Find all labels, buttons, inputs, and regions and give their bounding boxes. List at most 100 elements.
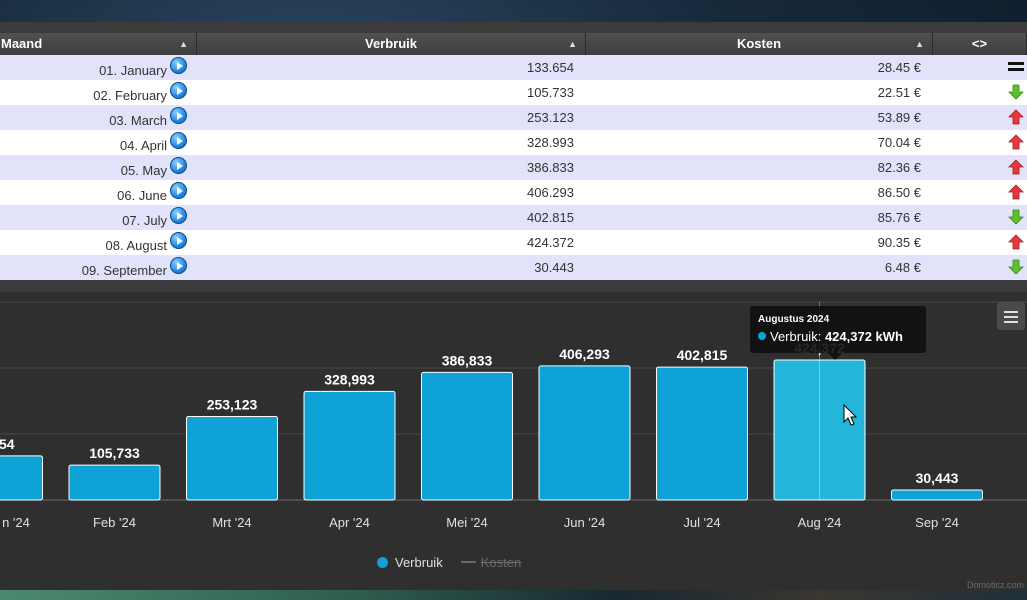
equal-icon [1008,62,1024,71]
month-cell: 03. March [0,105,197,130]
trend-cell [933,255,1027,280]
month-cell: 08. August [0,230,197,255]
tooltip-title: Augustus 2024 [758,314,830,325]
costs-cell: 28.45 € [877,60,921,75]
usage-cell: 386.833 [527,160,574,175]
usage-cell: 328.993 [527,135,574,150]
column-header-usage-label: Verbruik [364,36,418,51]
play-icon[interactable] [170,107,187,124]
chart-tooltip: Augustus 2024 Verbruik: 424,372 kWh [750,306,926,353]
legend-label-kosten: Kosten [480,554,522,570]
trend-cell [933,80,1027,105]
chart-menu-button[interactable] [997,302,1025,330]
trend-cell [933,155,1027,180]
tooltip-value: 424,372 kWh [824,329,903,344]
costs-cell: 85.76 € [877,210,921,225]
month-label: 06. June [117,188,167,203]
x-tick-label: Sep '24 [915,515,959,530]
table-row: 04. April 328.993 70.04 € [0,130,1027,155]
bar-0[interactable] [0,455,43,501]
chart-credits[interactable]: Domoticz.com [966,580,1024,590]
x-tick-label: Mrt '24 [212,515,251,530]
month-cell: 05. May [0,155,197,180]
table-row: 09. September 30.443 6.48 € [0,255,1027,280]
month-label: 07. July [122,213,167,228]
arrow-up-icon [1008,234,1024,250]
month-cell: 01. January [0,55,197,80]
bar-4[interactable] [421,371,513,501]
bar-6[interactable] [656,366,748,501]
table-row: 03. March 253.123 53.89 € [0,105,1027,130]
table-row: 06. June 406.293 86.50 € [0,180,1027,205]
month-label: 05. May [120,163,167,178]
sort-asc-icon: ▲ [179,39,188,49]
bar-8[interactable] [891,489,983,501]
data-label: 386,833 [442,352,493,368]
column-header-compare-label: <> [971,36,988,51]
costs-cell: 6.48 € [884,260,921,275]
costs-cell: 70.04 € [877,135,921,150]
hamburger-icon-line [1004,316,1018,318]
data-label: 328,993 [324,371,375,387]
legend-label-verbruik: Verbruik [395,554,443,570]
legend-item-verbruik[interactable]: Verbruik [377,555,443,570]
usage-cell: 133.654 [527,60,574,75]
usage-cell: 406.293 [527,185,574,200]
data-label: 406,293 [559,346,610,362]
month-label: 09. September [81,263,167,278]
month-label: 01. January [99,63,167,78]
mouse-cursor-icon [843,403,858,426]
bar-2[interactable] [186,415,278,501]
chart-legend: Verbruik Kosten [377,554,539,570]
play-icon[interactable] [170,207,187,224]
monthly-report-table: Maand ▲ Verbruik ▲ Kosten ▲ <> 01. Janua… [0,22,1027,292]
column-header-costs[interactable]: Kosten ▲ [586,33,933,55]
play-icon[interactable] [170,132,187,149]
month-label: 03. March [109,113,167,128]
data-label: 3,654 [0,436,15,452]
costs-cell: 22.51 € [877,85,921,100]
trend-cell [933,230,1027,255]
table-header: Maand ▲ Verbruik ▲ Kosten ▲ <> [0,33,1027,55]
month-cell: 04. April [0,130,197,155]
usage-cell: 402.815 [527,210,574,225]
background-image [0,590,1027,600]
tooltip-row: Verbruik: 424,372 kWh [758,329,903,344]
table-row: 07. July 402.815 85.76 € [0,205,1027,230]
arrow-up-icon [1008,134,1024,150]
usage-cell: 424.372 [527,235,574,250]
play-icon[interactable] [170,182,187,199]
costs-cell: 86.50 € [877,185,921,200]
bar-3[interactable] [303,390,396,501]
play-icon[interactable] [170,57,187,74]
table-row: 01. January 133.654 28.45 € [0,55,1027,80]
column-header-usage[interactable]: Verbruik ▲ [197,33,586,55]
data-label: 105,733 [89,445,140,461]
tooltip-series-name: Verbruik: [770,329,822,344]
usage-cell: 30.443 [534,260,574,275]
x-tick-label: Mei '24 [446,515,488,530]
month-cell: 07. July [0,205,197,230]
sort-icon: ▲ [568,39,577,49]
tooltip-pointer [828,353,842,360]
column-header-compare[interactable]: <> [933,33,1027,55]
column-header-costs-label: Kosten [736,36,782,51]
bar-7[interactable] [773,359,866,501]
legend-item-kosten[interactable]: Kosten [460,554,522,570]
bar-1[interactable] [68,464,161,501]
usage-cell: 105.733 [527,85,574,100]
arrow-up-icon [1008,159,1024,175]
play-icon[interactable] [170,232,187,249]
trend-cell [933,205,1027,230]
hamburger-icon-line [1004,321,1018,323]
bar-5[interactable] [538,365,631,501]
play-icon[interactable] [170,257,187,274]
data-label: 253,123 [207,396,258,412]
month-label: 08. August [105,238,167,253]
table-row: 05. May 386.833 82.36 € [0,155,1027,180]
column-header-month[interactable]: Maand ▲ [0,33,197,55]
play-icon[interactable] [170,157,187,174]
play-icon[interactable] [170,82,187,99]
x-tick-label: Aug '24 [798,515,842,530]
costs-cell: 90.35 € [877,235,921,250]
